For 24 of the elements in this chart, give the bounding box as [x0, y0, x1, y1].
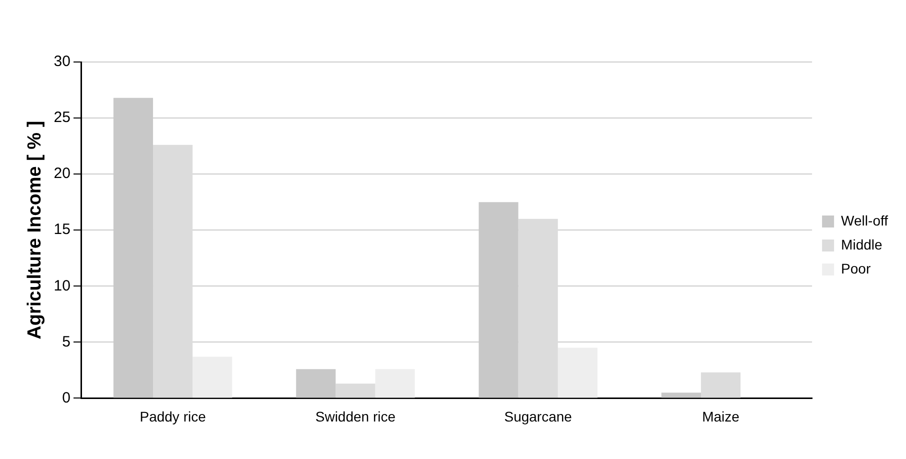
y-tick-label: 15 — [54, 221, 70, 238]
bar — [192, 356, 232, 398]
bar — [296, 369, 336, 398]
legend-label: Poor — [841, 260, 871, 276]
bar — [518, 218, 558, 398]
y-tick-label: 10 — [54, 277, 70, 294]
y-tick-label: 5 — [62, 333, 70, 350]
x-tick-label: Sugarcane — [504, 408, 572, 424]
bar — [661, 392, 701, 398]
x-tick-label: Swidden rice — [315, 408, 396, 424]
bar — [153, 144, 193, 398]
y-axis-title: Agriculture Income [ % ] — [24, 120, 46, 340]
bar — [375, 369, 415, 398]
y-tick-label: 0 — [62, 389, 70, 406]
y-tick-label: 20 — [54, 165, 70, 182]
x-tick-label: Maize — [702, 408, 740, 424]
bar — [700, 372, 741, 398]
bar — [336, 384, 376, 398]
legend-label: Well-off — [841, 212, 888, 228]
legend-label: Middle — [841, 236, 883, 252]
bar — [558, 348, 598, 398]
y-tick-label: 30 — [54, 53, 70, 70]
y-tick-label: 25 — [54, 109, 70, 126]
x-tick-label: Paddy rice — [140, 408, 206, 424]
